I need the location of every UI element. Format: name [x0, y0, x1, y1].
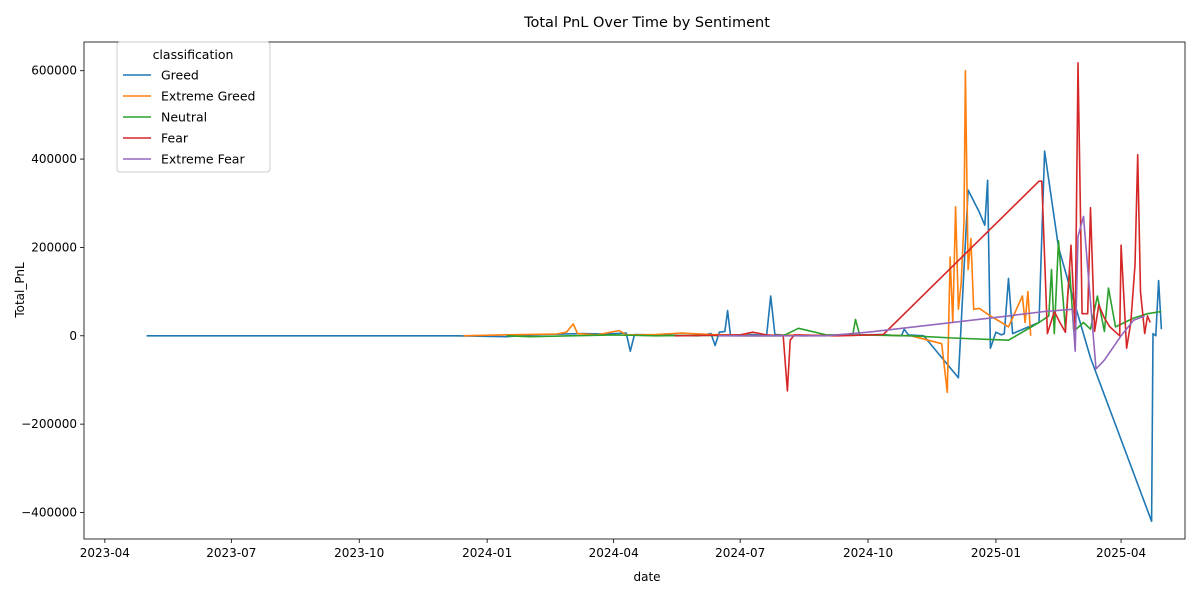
legend-entry: Greed — [161, 68, 199, 83]
legend-entry: Extreme Fear — [161, 152, 245, 167]
x-tick-label: 2024-04 — [589, 546, 639, 560]
legend-entry: Neutral — [161, 110, 207, 125]
x-tick-label: 2024-07 — [715, 546, 765, 560]
y-tick-label: 600000 — [31, 64, 77, 78]
x-tick-label: 2023-04 — [80, 546, 130, 560]
y-axis: −400000 −200000 0 200000 400000 600000 — [21, 64, 84, 519]
x-tick-label: 2025-04 — [1096, 546, 1146, 560]
x-tick-label: 2024-10 — [843, 546, 893, 560]
legend-title: classification — [153, 47, 234, 62]
x-axis: 2023-04 2023-07 2023-10 2024-01 2024-04 2024-… — [80, 539, 1146, 560]
x-tick-label: 2025-01 — [971, 546, 1021, 560]
legend-items: Greed Extreme Greed Neutral Fear Extreme Fea… — [123, 68, 255, 167]
y-tick-label: −400000 — [21, 505, 77, 519]
y-axis-label: Total_PnL — [13, 262, 27, 319]
plot-frame — [83, 41, 1186, 540]
series-line-fear — [674, 62, 1151, 392]
legend-entry: Fear — [161, 131, 189, 146]
chart-title: Total PnL Over Time by Sentiment — [523, 15, 770, 31]
y-tick-label: 0 — [69, 329, 77, 343]
legend-box — [116, 41, 271, 173]
y-tick-label: −200000 — [21, 417, 77, 431]
x-axis-label: date — [633, 570, 660, 584]
x-tick-label: 2024-01 — [462, 546, 512, 560]
plot-lines — [146, 62, 1163, 523]
y-tick-label: 400000 — [31, 152, 77, 166]
legend: classification Greed Extreme Greed Neutral… — [116, 41, 271, 173]
y-tick-label: 200000 — [31, 240, 77, 254]
series-line-neutral — [506, 240, 1162, 341]
x-tick-label: 2023-07 — [206, 546, 256, 560]
x-tick-label: 2023-10 — [334, 546, 384, 560]
series-line-extreme-fear — [717, 215, 1145, 370]
legend-entry: Extreme Greed — [161, 89, 255, 104]
series-line-extreme-greed — [463, 69, 1032, 394]
